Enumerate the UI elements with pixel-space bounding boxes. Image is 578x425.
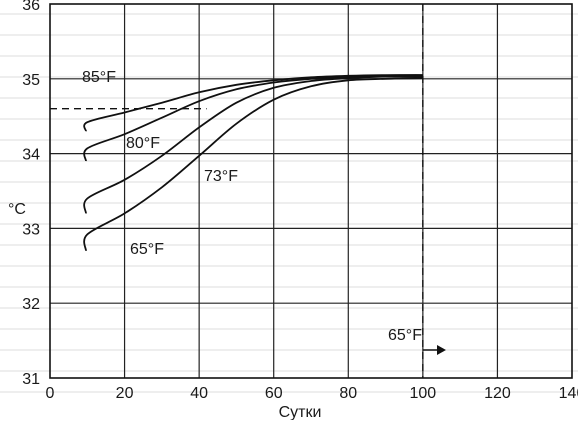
x-tick-label: 100: [410, 385, 437, 402]
x-tick-label: 140: [559, 385, 578, 402]
x-tick-label: 0: [46, 385, 55, 402]
series-line: [83, 74, 423, 132]
y-tick-label: 32: [22, 296, 40, 313]
series-line: [83, 77, 423, 251]
annotation-label: 65°F: [388, 327, 422, 344]
y-axis-title: °C: [8, 201, 26, 218]
series-labels: 85°F 80°F 73°F 65°F: [82, 69, 238, 258]
x-tick-label: 60: [265, 385, 283, 402]
x-tick-label: 80: [339, 385, 357, 402]
series-label: 73°F: [204, 168, 238, 185]
y-tick-label: 33: [22, 221, 40, 238]
y-tick-label: 36: [22, 0, 40, 14]
y-tick-label: 34: [22, 147, 40, 164]
x-axis-title: Сутки: [279, 404, 322, 420]
grid-lines: [50, 4, 572, 378]
series-curves: [83, 74, 423, 251]
x-tick-label: 20: [116, 385, 134, 402]
x-tick-labels: 0 20 40 60 80 100 120 140: [46, 385, 578, 402]
y-tick-labels: 31 32 33 34 35 36: [22, 0, 40, 388]
plot-frame: [49, 3, 573, 379]
reference-lines: [50, 4, 424, 378]
series-line: [83, 75, 423, 214]
series-label: 80°F: [126, 135, 160, 152]
annotations: 65°F: [388, 327, 446, 355]
arrow-right-icon: [437, 345, 446, 355]
x-tick-label: 40: [190, 385, 208, 402]
y-tick-label: 31: [22, 371, 40, 388]
series-label: 65°F: [130, 241, 164, 258]
series-label: 85°F: [82, 69, 116, 86]
x-tick-label: 120: [484, 385, 511, 402]
y-tick-label: 35: [22, 72, 40, 89]
